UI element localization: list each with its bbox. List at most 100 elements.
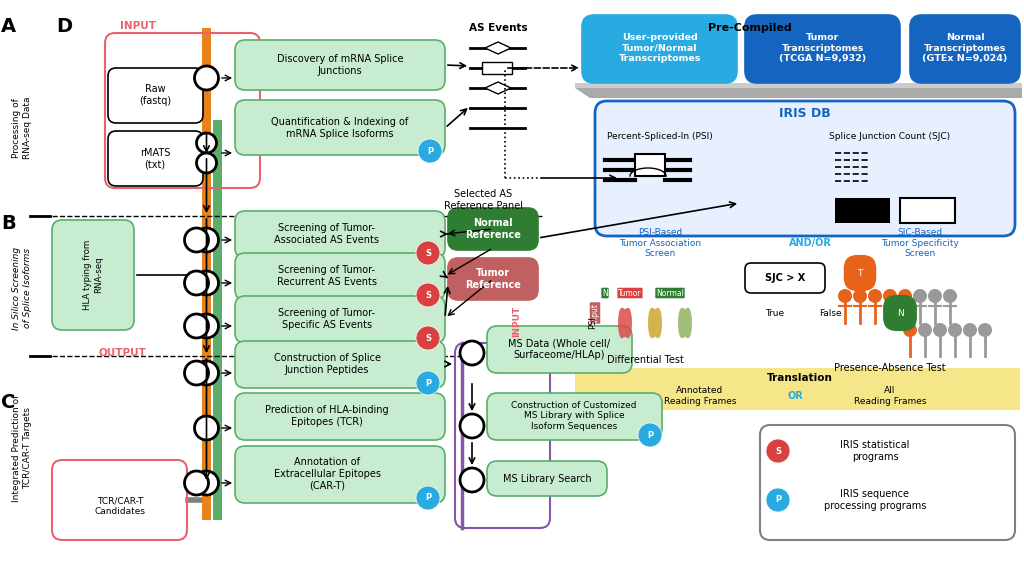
Circle shape (195, 66, 218, 90)
Text: N: N (602, 288, 608, 298)
Text: Selected AS
Reference Panel: Selected AS Reference Panel (443, 189, 522, 211)
FancyBboxPatch shape (449, 258, 538, 300)
Text: Tumor
Transcriptomes
(TCGA N=9,932): Tumor Transcriptomes (TCGA N=9,932) (779, 33, 866, 63)
Text: Pre-Compiled: Pre-Compiled (709, 23, 792, 33)
FancyBboxPatch shape (234, 253, 445, 300)
Text: Translation: Translation (767, 373, 833, 383)
Text: Screening of Tumor-
Recurrent AS Events: Screening of Tumor- Recurrent AS Events (278, 265, 377, 287)
Text: Percent-Spliced-In (PSI): Percent-Spliced-In (PSI) (607, 132, 713, 140)
FancyBboxPatch shape (234, 446, 445, 503)
Text: User-provided
Tumor/Normal
Transcriptomes: User-provided Tumor/Normal Transcriptome… (618, 33, 701, 63)
Text: INPUT: INPUT (512, 305, 521, 336)
Text: PSI: PSI (589, 317, 597, 329)
Bar (900, 198, 955, 223)
Text: OUTPUT: OUTPUT (98, 348, 146, 358)
Text: Processing of
RNA-seq Data: Processing of RNA-seq Data (12, 97, 32, 160)
Text: P: P (647, 431, 653, 439)
FancyBboxPatch shape (595, 101, 1015, 236)
Text: Quantification & Indexing of
mRNA Splice Isoforms: Quantification & Indexing of mRNA Splice… (271, 117, 409, 139)
Circle shape (963, 323, 977, 337)
Circle shape (918, 323, 932, 337)
FancyBboxPatch shape (234, 211, 445, 258)
Text: Tumor
Reference: Tumor Reference (465, 268, 521, 290)
Circle shape (416, 371, 440, 395)
Text: S: S (425, 334, 431, 343)
Circle shape (913, 289, 927, 303)
Polygon shape (575, 83, 1022, 88)
Polygon shape (575, 88, 1022, 98)
Text: True: True (765, 309, 784, 317)
FancyBboxPatch shape (745, 15, 900, 83)
Bar (635, 154, 665, 176)
FancyBboxPatch shape (234, 100, 445, 155)
Circle shape (903, 323, 918, 337)
Bar (482, 62, 512, 74)
FancyBboxPatch shape (234, 341, 445, 388)
FancyBboxPatch shape (52, 220, 134, 330)
FancyBboxPatch shape (760, 425, 1015, 540)
Text: Discovery of mRNA Splice
Junctions: Discovery of mRNA Splice Junctions (276, 54, 403, 76)
Text: Construction of Customized
MS Library with Splice
Isoform Sequences: Construction of Customized MS Library wi… (511, 401, 637, 431)
Text: IRIS sequence
processing programs: IRIS sequence processing programs (824, 489, 926, 511)
Circle shape (883, 289, 897, 303)
Text: Annotated
Reading Frames: Annotated Reading Frames (664, 386, 736, 406)
Polygon shape (678, 307, 692, 338)
Bar (213, 120, 222, 520)
Text: Screening of Tumor-
Specific AS Events: Screening of Tumor- Specific AS Events (279, 308, 376, 330)
Circle shape (195, 361, 218, 385)
Text: C: C (1, 393, 15, 412)
Text: MS Data (Whole cell/
Surfaceome/HLAp): MS Data (Whole cell/ Surfaceome/HLAp) (508, 338, 610, 360)
Text: Annotation of
Extracellular Epitopes
(CAR-T): Annotation of Extracellular Epitopes (CA… (273, 457, 381, 491)
Text: Input: Input (591, 303, 599, 323)
Text: False: False (818, 309, 842, 317)
Text: Construction of Splice
Junction Peptides: Construction of Splice Junction Peptides (273, 353, 381, 375)
Circle shape (184, 314, 209, 338)
Circle shape (766, 439, 790, 463)
FancyBboxPatch shape (234, 296, 445, 343)
Text: Raw
(fastq): Raw (fastq) (139, 84, 171, 106)
Circle shape (460, 468, 484, 492)
Text: P: P (427, 146, 433, 155)
Circle shape (868, 289, 882, 303)
FancyBboxPatch shape (108, 68, 203, 123)
Circle shape (978, 323, 992, 337)
Circle shape (766, 488, 790, 512)
Circle shape (838, 289, 852, 303)
FancyBboxPatch shape (234, 40, 445, 90)
Polygon shape (485, 42, 511, 54)
Text: P: P (425, 494, 431, 502)
FancyBboxPatch shape (108, 131, 203, 186)
Circle shape (638, 423, 662, 447)
Circle shape (460, 414, 484, 438)
Polygon shape (618, 307, 632, 338)
Circle shape (416, 241, 440, 265)
Circle shape (197, 153, 216, 173)
Text: Differential Test: Differential Test (606, 355, 683, 365)
Circle shape (948, 323, 962, 337)
Circle shape (416, 283, 440, 307)
FancyBboxPatch shape (487, 393, 662, 440)
Text: PSI-Based
Tumor Association
Screen: PSI-Based Tumor Association Screen (618, 228, 701, 258)
Circle shape (933, 323, 947, 337)
Circle shape (943, 289, 957, 303)
Text: S: S (425, 291, 431, 299)
Text: Screening of Tumor-
Associated AS Events: Screening of Tumor- Associated AS Events (274, 223, 380, 245)
Circle shape (853, 289, 867, 303)
FancyBboxPatch shape (449, 208, 538, 250)
Text: AS Events: AS Events (469, 23, 527, 33)
Text: P: P (425, 379, 431, 387)
Circle shape (197, 133, 216, 153)
Text: Normal
Transcriptomes
(GTEx N=9,024): Normal Transcriptomes (GTEx N=9,024) (923, 33, 1008, 63)
Text: OR: OR (787, 391, 803, 401)
Text: rMATS
(txt): rMATS (txt) (140, 148, 170, 170)
Text: Normal
Reference: Normal Reference (465, 218, 521, 240)
Text: In Silico Screening
of Splice Isoforms: In Silico Screening of Splice Isoforms (12, 246, 32, 329)
Text: Prediction of HLA-binding
Epitopes (TCR): Prediction of HLA-binding Epitopes (TCR) (265, 405, 389, 427)
Text: SJC-Based
Tumor Specificity
Screen: SJC-Based Tumor Specificity Screen (881, 228, 958, 258)
FancyBboxPatch shape (910, 15, 1020, 83)
Text: SJC > X: SJC > X (765, 273, 805, 283)
Circle shape (195, 314, 218, 338)
Text: A: A (1, 17, 16, 36)
Circle shape (928, 289, 942, 303)
Text: Integrated Prediction of
TCR/CAR-T Targets: Integrated Prediction of TCR/CAR-T Targe… (12, 394, 32, 502)
